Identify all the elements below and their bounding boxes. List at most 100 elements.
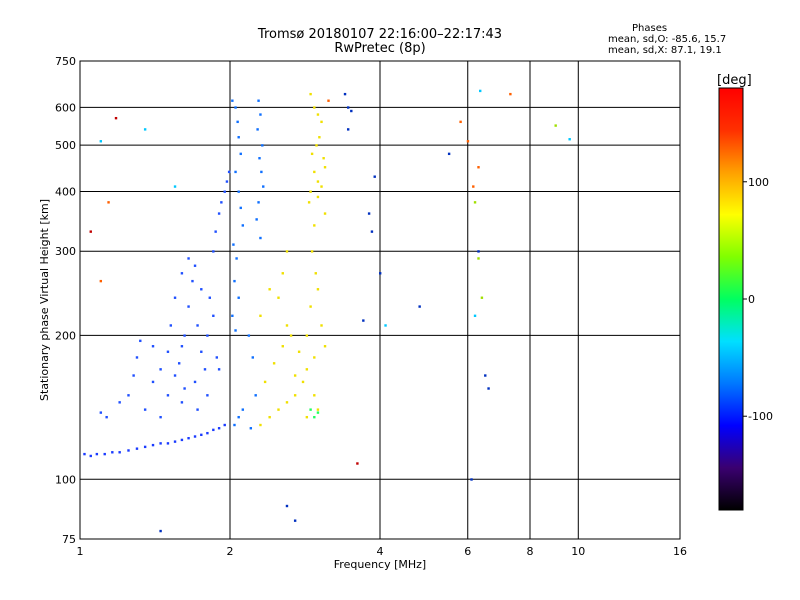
data-point-1-27 (220, 201, 223, 204)
data-point-7-3 (479, 89, 482, 93)
data-point-7-4 (568, 138, 571, 141)
y-tick-label-1: 100 (55, 473, 76, 486)
data-point-1-6 (139, 339, 142, 343)
data-point-3-34 (289, 334, 293, 337)
data-point-1-28 (223, 190, 226, 193)
data-point-3-39 (285, 250, 289, 253)
data-point-0-2 (95, 452, 99, 456)
data-point-3-11 (320, 185, 323, 188)
y-tick-labels: 75 100 200 300 400 500 600 750 (55, 55, 76, 546)
data-point-2-8 (241, 224, 245, 227)
data-point-1-23 (208, 296, 211, 299)
colorbar-tick-label-1: 0 (748, 293, 755, 306)
data-point-3-13 (316, 195, 320, 199)
y-tick-label-2: 200 (55, 329, 76, 342)
data-point-1-39 (200, 288, 203, 291)
phase-stats-x: mean, sd,X: 87.1, 19.1 (608, 45, 722, 56)
data-point-7-6 (473, 314, 477, 318)
data-point-0-18 (212, 428, 215, 432)
data-point-3-38 (281, 272, 284, 275)
data-point-3-40 (268, 288, 271, 291)
data-point-3-19 (316, 288, 320, 291)
data-point-2-18 (261, 144, 264, 147)
data-point-1-10 (166, 350, 170, 353)
data-point-1-2 (118, 401, 121, 404)
data-point-0-1 (89, 454, 92, 458)
data-point-5-7 (99, 279, 103, 283)
data-point-2-10 (235, 257, 238, 260)
plot-frame (79, 60, 681, 540)
colorbar-tick-label-2: -100 (748, 410, 773, 423)
data-point-3-2 (316, 113, 320, 116)
data-point-2-12 (237, 296, 240, 299)
data-point-3-4 (318, 136, 321, 139)
data-point-2-15 (257, 99, 260, 102)
data-point-3-10 (316, 180, 320, 183)
data-point-9-1 (356, 462, 359, 465)
colorbar-label: [deg] (717, 73, 752, 88)
data-point-2-11 (233, 279, 236, 283)
data-point-3-35 (297, 350, 301, 353)
data-point-3-45 (316, 408, 320, 411)
data-point-2-3 (237, 136, 240, 139)
data-point-3-36 (285, 324, 289, 327)
data-point-6-12 (487, 387, 490, 390)
data-point-1-33 (193, 380, 197, 384)
colorbar-ticks: 100 0 -100 (743, 176, 773, 423)
data-point-3-17 (310, 250, 314, 253)
data-point-3-21 (320, 324, 323, 327)
data-point-4-1 (313, 415, 316, 419)
data-point-6-1 (346, 106, 350, 109)
data-point-2-30 (251, 356, 254, 359)
data-point-5-3 (472, 185, 475, 188)
data-point-3-41 (259, 314, 262, 318)
data-point-0-9 (151, 443, 155, 447)
data-point-7-0 (99, 140, 103, 143)
data-point-2-25 (233, 423, 236, 427)
data-point-8-0 (554, 124, 557, 127)
data-point-1-26 (217, 212, 221, 215)
data-point-1-29 (225, 180, 229, 183)
data-point-5-2 (477, 166, 480, 169)
data-point-6-15 (285, 504, 289, 508)
data-point-3-44 (313, 394, 316, 397)
data-point-8-3 (480, 296, 484, 299)
data-point-1-4 (132, 374, 135, 377)
data-point-0-14 (187, 436, 190, 440)
data-point-1-43 (183, 387, 186, 390)
data-point-1-35 (217, 368, 221, 371)
data-point-3-8 (323, 166, 327, 169)
data-point-0-15 (193, 435, 197, 438)
x-axis-label: Frequency [MHz] (334, 558, 426, 571)
data-point-6-13 (418, 305, 421, 308)
x-tick-labels: 1 2 4 6 8 10 16 (77, 545, 688, 558)
data-point-6-9 (470, 478, 473, 481)
data-point-2-9 (232, 243, 235, 246)
data-point-0-7 (135, 447, 139, 450)
data-point-3-1 (313, 106, 316, 109)
data-point-3-23 (313, 356, 316, 359)
data-point-9-2 (89, 230, 92, 233)
data-point-6-14 (362, 319, 365, 322)
y-tick-label-5: 500 (55, 139, 76, 152)
data-point-3-24 (305, 368, 309, 371)
data-point-2-19 (258, 157, 261, 160)
x-tick-label-0: 1 (77, 545, 84, 558)
chart-subtitle: RwPretec (8p) (334, 41, 426, 56)
data-point-1-32 (180, 401, 184, 404)
x-tick-label-1: 2 (227, 545, 234, 558)
data-point-1-9 (159, 368, 162, 371)
data-point-0-11 (166, 442, 170, 445)
data-point-1-24 (212, 250, 215, 253)
data-point-5-6 (107, 201, 110, 204)
data-point-2-26 (237, 415, 240, 419)
data-point-2-28 (249, 427, 253, 430)
data-point-1-19 (196, 324, 199, 327)
data-point-6-0 (343, 92, 347, 96)
data-point-0-6 (127, 449, 130, 452)
data-point-0-0 (83, 452, 86, 456)
data-point-1-36 (173, 296, 177, 299)
data-point-3-5 (315, 144, 318, 147)
data-point-0-19 (217, 427, 221, 430)
data-point-6-11 (484, 374, 487, 377)
